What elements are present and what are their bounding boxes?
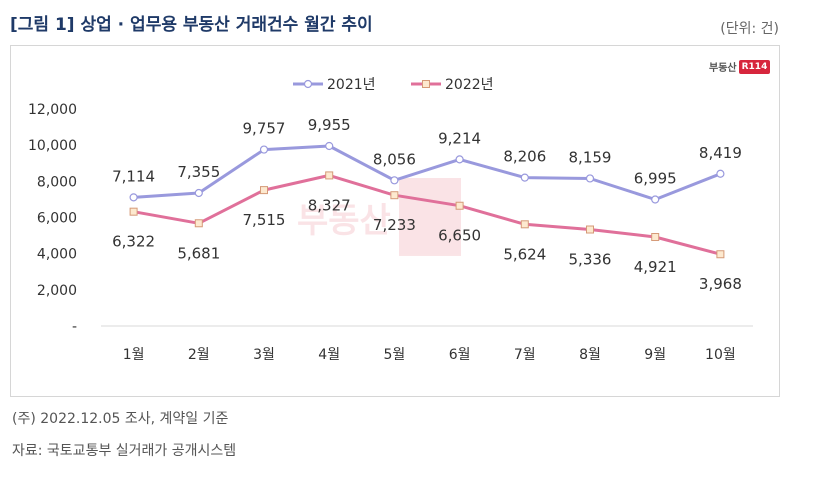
x-tick-label: 3월 [253,347,275,363]
series-2021-point [716,169,725,178]
series-2022-data-label: 8,327 [308,196,351,214]
x-tick-label: 1월 [123,347,145,363]
figure-title: [그림 1] 상업 · 업무용 부동산 거래건수 월간 추이 [10,15,373,35]
y-tick-label: 2,000 [37,283,77,299]
series-2021-data-label: 8,419 [699,144,742,162]
series-2022-point [194,219,203,228]
series-2021-point [520,173,529,182]
series-2021-point [325,141,334,151]
series-2022-legend-label: 2022년 [445,77,494,93]
y-tick-label: 6,000 [37,211,77,227]
series-2021-data-label: 6,995 [634,170,677,188]
series-2021-point [651,195,660,204]
series-2021-data-label: 9,757 [243,120,286,138]
series-2022-data-label: 5,624 [503,245,546,263]
series-2021-point [259,145,269,154]
series-2022-point [455,201,464,210]
y-tick-label: - [72,319,77,335]
series-2022-data-label: 4,921 [634,258,677,276]
series-2021-point [455,155,464,164]
y-tick-label: 12,000 [28,102,77,118]
series-2022-data-label: 7,515 [243,211,286,229]
series-2022-point [520,220,529,229]
series-2021-data-label: 8,206 [503,148,546,166]
series-2022-data-label: 3,968 [699,275,742,293]
x-tick-label: 6월 [449,347,471,363]
series-2022-point [716,250,725,259]
series-2021-data-label: 9,955 [308,116,351,134]
x-tick-label: 8월 [579,347,601,363]
chart-container: 부동산 부동산 R114 - 2,000 4,000 6,000 8,000 10,000… [10,45,780,397]
y-tick-label: 4,000 [37,247,77,263]
series-2021-point [585,174,595,183]
series-2021-point [390,176,399,185]
series-2021-point [129,193,138,202]
unit-label: (단위: 건) [720,21,779,37]
series-2022-point [390,191,399,200]
series-2022-point [129,207,138,216]
series-2021-data-label: 7,114 [112,167,155,185]
series-2022-data-label: 5,336 [569,251,612,269]
series-2022-legend-marker [422,80,430,88]
survey-note: (주) 2022.12.05 조사, 계약일 기준 [12,411,229,427]
series-2022-data-label: 7,233 [373,216,416,234]
series-2022-data-label: 5,681 [177,244,220,262]
series-2022-data-label: 6,650 [438,227,481,245]
x-tick-label: 10월 [705,347,736,363]
series-2022-data-label: 6,322 [112,233,155,251]
series-2022-line [133,173,721,256]
series-2021-point [194,188,203,198]
series-2021-data-label: 7,355 [177,163,220,181]
series-2022-point [651,233,660,242]
x-tick-label: 7월 [514,347,536,363]
series-2021-data-label: 8,056 [373,150,416,168]
x-tick-label: 5월 [384,347,406,363]
brand-logo: 부동산 R114 [709,59,771,74]
series-2021-data-label: 8,159 [569,148,612,166]
brand-logo-text: 부동산 [709,63,737,74]
line-chart: - 2,000 4,000 6,000 8,000 10,000 12,000 1월 2월 3월 4… [28,77,753,363]
series-2022-point [325,171,334,180]
x-tick-label: 9월 [644,347,666,363]
series-2022-point [260,186,268,195]
series-2021-data-label: 9,214 [438,129,481,147]
series-2021-legend-label: 2021년 [327,77,376,93]
y-tick-label: 8,000 [37,174,77,190]
brand-logo-mark: R114 [738,59,771,74]
x-tick-label: 2월 [188,347,210,363]
series-2021-line [133,144,721,201]
series-2022-point [586,225,594,234]
x-tick-label: 4월 [318,347,340,363]
source-note: 자료: 국토교통부 실거래가 공개시스템 [12,443,237,459]
series-2021-legend-marker [303,79,313,89]
y-tick-label: 10,000 [28,138,77,154]
